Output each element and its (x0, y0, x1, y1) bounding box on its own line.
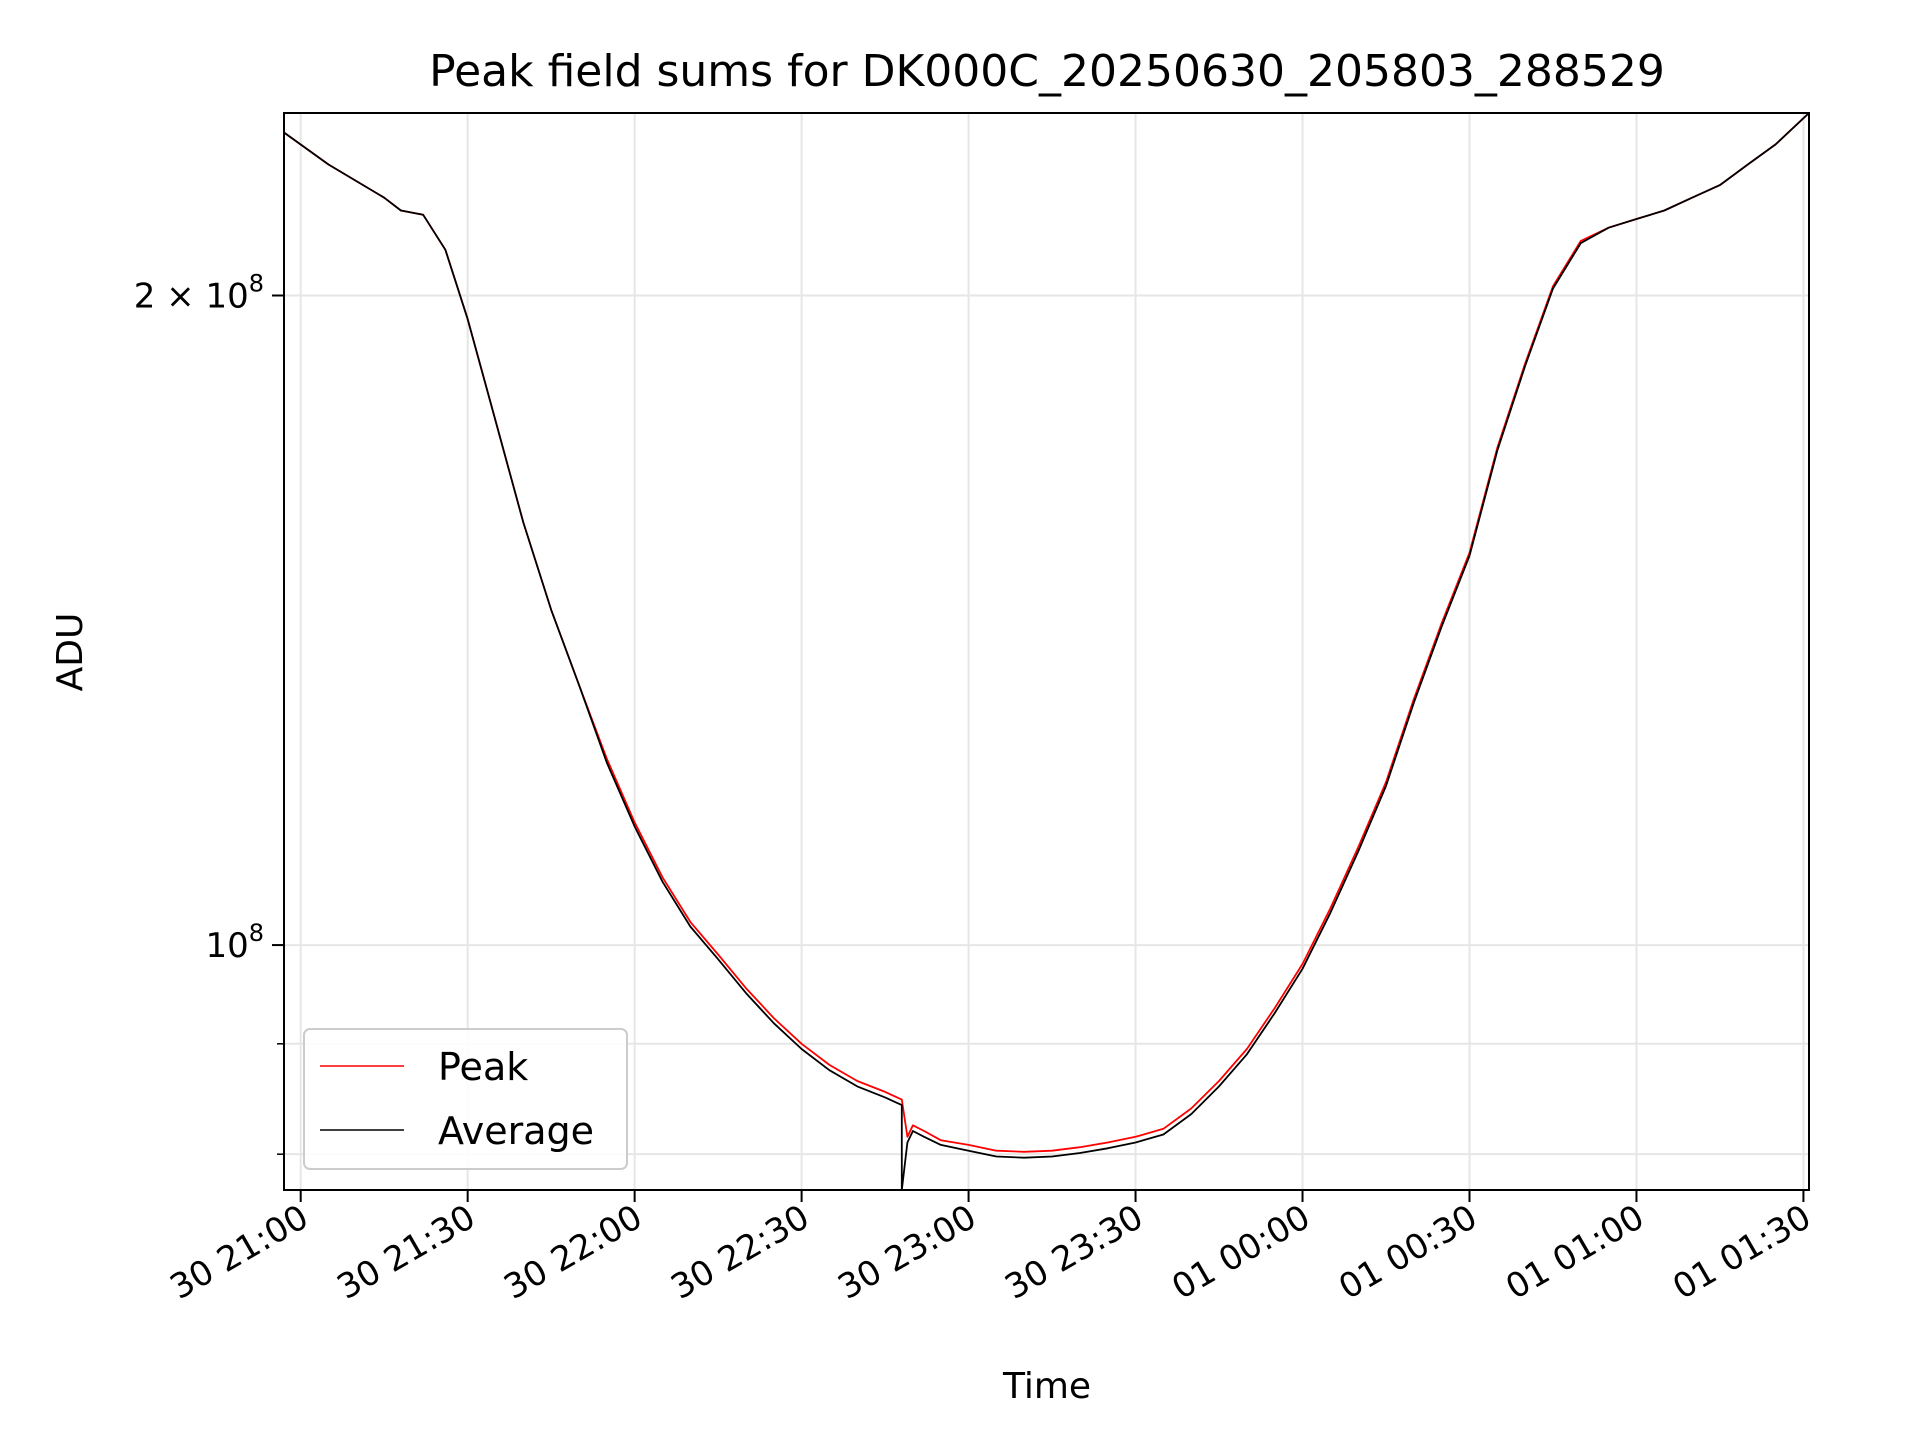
y-axis: 108 2 × 108 (134, 270, 284, 1155)
series-line-average (283, 112, 1810, 1191)
chart-title: Peak field sums for DK000C_20250630_2058… (429, 46, 1665, 97)
legend-box (303, 1028, 628, 1170)
y-tick-label: 2 × 108 (134, 270, 264, 317)
x-axis-label: Time (1002, 1366, 1091, 1407)
legend-label-peak: Peak (438, 1045, 528, 1089)
plot-frame (283, 112, 1810, 1191)
y-axis-label: ADU (50, 613, 91, 692)
grid (284, 113, 1809, 1190)
legend-label-average: Average (438, 1109, 594, 1153)
legend: Peak Average (303, 1028, 628, 1170)
plot-area (283, 112, 1810, 1191)
y-tick-label: 108 (205, 919, 264, 966)
